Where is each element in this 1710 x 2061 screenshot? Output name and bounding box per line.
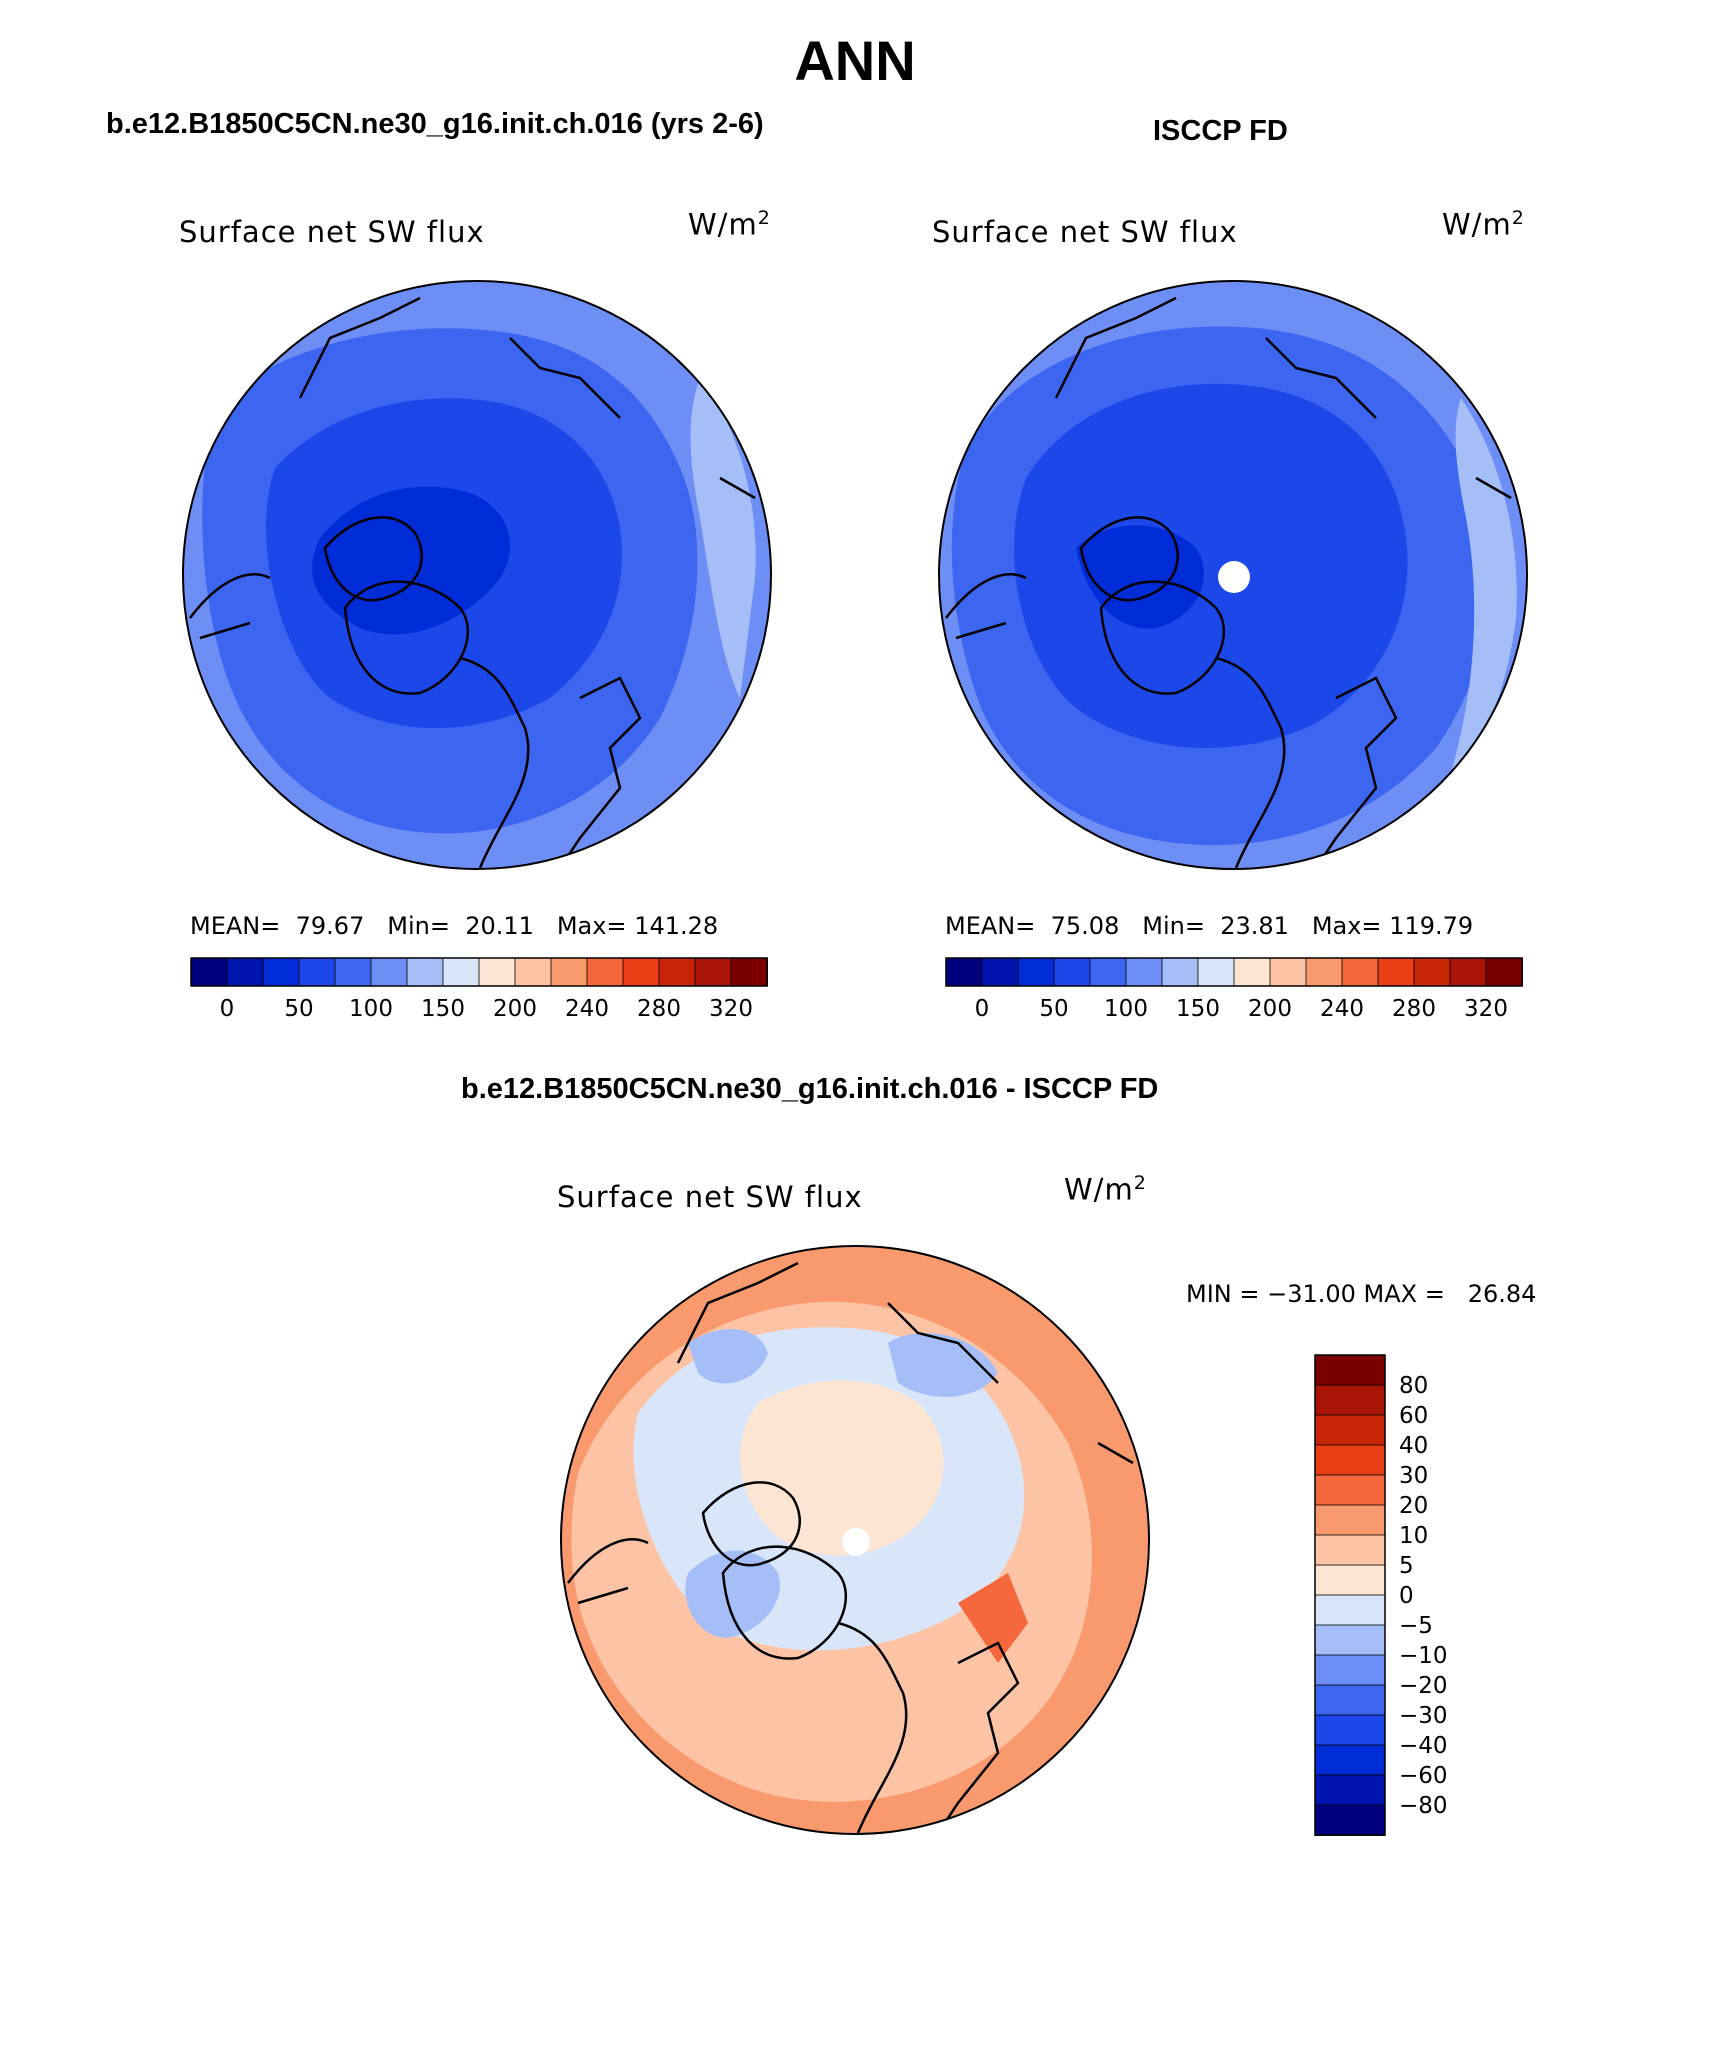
diff-colorbar-tick-label: −10 xyxy=(1399,1643,1448,1669)
model-colorbar-tick-label: 100 xyxy=(349,996,393,1022)
obs-colorbar-swatch xyxy=(1089,957,1127,987)
diff-colorbar-swatch xyxy=(1314,1684,1386,1716)
model-colorbar-swatch xyxy=(730,957,768,987)
obs-colorbar-swatch xyxy=(1053,957,1091,987)
model-colorbar-swatch xyxy=(622,957,660,987)
diff-colorbar-swatch xyxy=(1314,1714,1386,1746)
diff-colorbar-swatch xyxy=(1314,1384,1386,1416)
model-colorbar-swatch xyxy=(262,957,300,987)
diff-colorbar: 80 60 40 30 20 10 5 0 −5 −10 −20 −30 −40 −60 −80 xyxy=(1314,1354,1448,1836)
model-colorbar-tick-label: 200 xyxy=(493,996,537,1022)
model-colorbar-swatch xyxy=(586,957,624,987)
diff-colorbar-tick-label: 60 xyxy=(1399,1403,1428,1429)
diff-colorbar-swatch xyxy=(1314,1744,1386,1776)
diff-colorbar-tick-label: 30 xyxy=(1399,1463,1428,1489)
diff-colorbar-tick-label: 5 xyxy=(1399,1553,1414,1579)
obs-variable-label: Surface net SW flux xyxy=(932,215,1238,249)
diff-colorbar-swatch xyxy=(1314,1774,1386,1806)
obs-colorbar-swatch xyxy=(945,957,983,987)
obs-colorbar-swatch xyxy=(1233,957,1271,987)
obs-colorbar-swatch xyxy=(1377,957,1415,987)
diff-colorbar-swatch xyxy=(1314,1474,1386,1506)
obs-colorbar-swatch xyxy=(1197,957,1235,987)
obs-colorbar-tick-label: 50 xyxy=(1039,996,1068,1022)
left-case-title: b.e12.B1850C5CN.ne30_g16.init.ch.016 (yr… xyxy=(106,108,764,140)
obs-stats: MEAN= 75.08 Min= 23.81 Max= 119.79 xyxy=(945,912,1474,940)
diff-colorbar-swatch xyxy=(1314,1504,1386,1536)
diff-colorbar-swatch xyxy=(1314,1534,1386,1566)
diff-colorbar-swatch xyxy=(1314,1564,1386,1596)
right-case-title: ISCCP FD xyxy=(1153,115,1288,147)
diff-units-label: W/m2 xyxy=(1064,1172,1147,1207)
obs-colorbar-swatch xyxy=(981,957,1019,987)
model-colorbar-tick-label: 0 xyxy=(220,996,235,1022)
obs-colorbar: 0 50 100 150 200 240 280 320 xyxy=(945,957,1523,1022)
obs-colorbar-swatch xyxy=(1017,957,1055,987)
model-colorbar-swatch xyxy=(226,957,264,987)
diff-polar-map xyxy=(560,1245,1150,1835)
obs-colorbar-tick-label: 100 xyxy=(1104,996,1148,1022)
model-colorbar-swatch xyxy=(514,957,552,987)
obs-colorbar-swatch xyxy=(1413,957,1451,987)
diff-minmax: MIN = −31.00 MAX = 26.84 xyxy=(1186,1280,1537,1308)
model-colorbar-swatch xyxy=(406,957,444,987)
model-colorbar-swatch xyxy=(334,957,372,987)
model-colorbar-swatch xyxy=(442,957,480,987)
model-colorbar-swatch xyxy=(478,957,516,987)
obs-colorbar-tick-label: 150 xyxy=(1176,996,1220,1022)
diff-colorbar-swatch xyxy=(1314,1654,1386,1686)
diff-colorbar-tick-label: 20 xyxy=(1399,1493,1428,1519)
model-colorbar-swatch xyxy=(694,957,732,987)
obs-polar-map xyxy=(938,280,1528,870)
obs-colorbar-tick-label: 240 xyxy=(1320,996,1364,1022)
model-colorbar-tick-label: 50 xyxy=(284,996,313,1022)
diff-colorbar-tick-label: 80 xyxy=(1399,1373,1428,1399)
model-variable-label: Surface net SW flux xyxy=(179,215,485,249)
obs-colorbar-swatch xyxy=(1305,957,1343,987)
diff-colorbar-tick-label: −5 xyxy=(1399,1613,1433,1639)
obs-colorbar-swatch xyxy=(1341,957,1379,987)
diff-colorbar-tick-label: 0 xyxy=(1399,1583,1414,1609)
diff-colorbar-swatch xyxy=(1314,1624,1386,1656)
obs-colorbar-tick-label: 320 xyxy=(1464,996,1508,1022)
model-colorbar-swatch xyxy=(190,957,228,987)
diff-colorbar-tick-label: 40 xyxy=(1399,1433,1428,1459)
model-colorbar-tick-label: 320 xyxy=(709,996,753,1022)
model-colorbar-tick-label: 240 xyxy=(565,996,609,1022)
obs-colorbar-swatch xyxy=(1161,957,1199,987)
model-colorbar-swatch xyxy=(550,957,588,987)
model-polar-map xyxy=(182,280,772,870)
model-colorbar-swatch xyxy=(298,957,336,987)
obs-colorbar-tick-label: 200 xyxy=(1248,996,1292,1022)
diff-colorbar-swatch xyxy=(1314,1804,1386,1836)
diff-variable-label: Surface net SW flux xyxy=(557,1180,863,1214)
obs-units-label: W/m2 xyxy=(1442,207,1525,242)
diff-case-title: b.e12.B1850C5CN.ne30_g16.init.ch.016 - I… xyxy=(461,1073,1159,1105)
figure-title: ANN xyxy=(794,29,916,92)
diff-colorbar-swatch xyxy=(1314,1444,1386,1476)
model-colorbar-tick-label: 280 xyxy=(637,996,681,1022)
model-colorbar-swatch xyxy=(658,957,696,987)
model-units-label: W/m2 xyxy=(688,207,771,242)
model-colorbar-tick-label: 150 xyxy=(421,996,465,1022)
diff-colorbar-tick-label: −20 xyxy=(1399,1673,1448,1699)
model-stats: MEAN= 79.67 Min= 20.11 Max= 141.28 xyxy=(190,912,719,940)
model-colorbar-swatch xyxy=(370,957,408,987)
obs-colorbar-swatch xyxy=(1125,957,1163,987)
diff-colorbar-tick-label: −40 xyxy=(1399,1733,1448,1759)
obs-colorbar-tick-label: 0 xyxy=(975,996,990,1022)
model-colorbar: 0 50 100 150 200 240 280 320 xyxy=(190,957,768,1022)
diff-colorbar-tick-label: 10 xyxy=(1399,1523,1428,1549)
obs-colorbar-tick-label: 280 xyxy=(1392,996,1436,1022)
diff-colorbar-tick-label: −30 xyxy=(1399,1703,1448,1729)
diff-colorbar-swatch xyxy=(1314,1414,1386,1446)
diff-colorbar-swatch xyxy=(1314,1354,1386,1386)
obs-colorbar-swatch xyxy=(1485,957,1523,987)
diff-colorbar-swatch xyxy=(1314,1594,1386,1626)
diff-colorbar-tick-label: −60 xyxy=(1399,1763,1448,1789)
obs-colorbar-swatch xyxy=(1269,957,1307,987)
diff-colorbar-tick-label: −80 xyxy=(1399,1793,1448,1819)
obs-colorbar-swatch xyxy=(1449,957,1487,987)
